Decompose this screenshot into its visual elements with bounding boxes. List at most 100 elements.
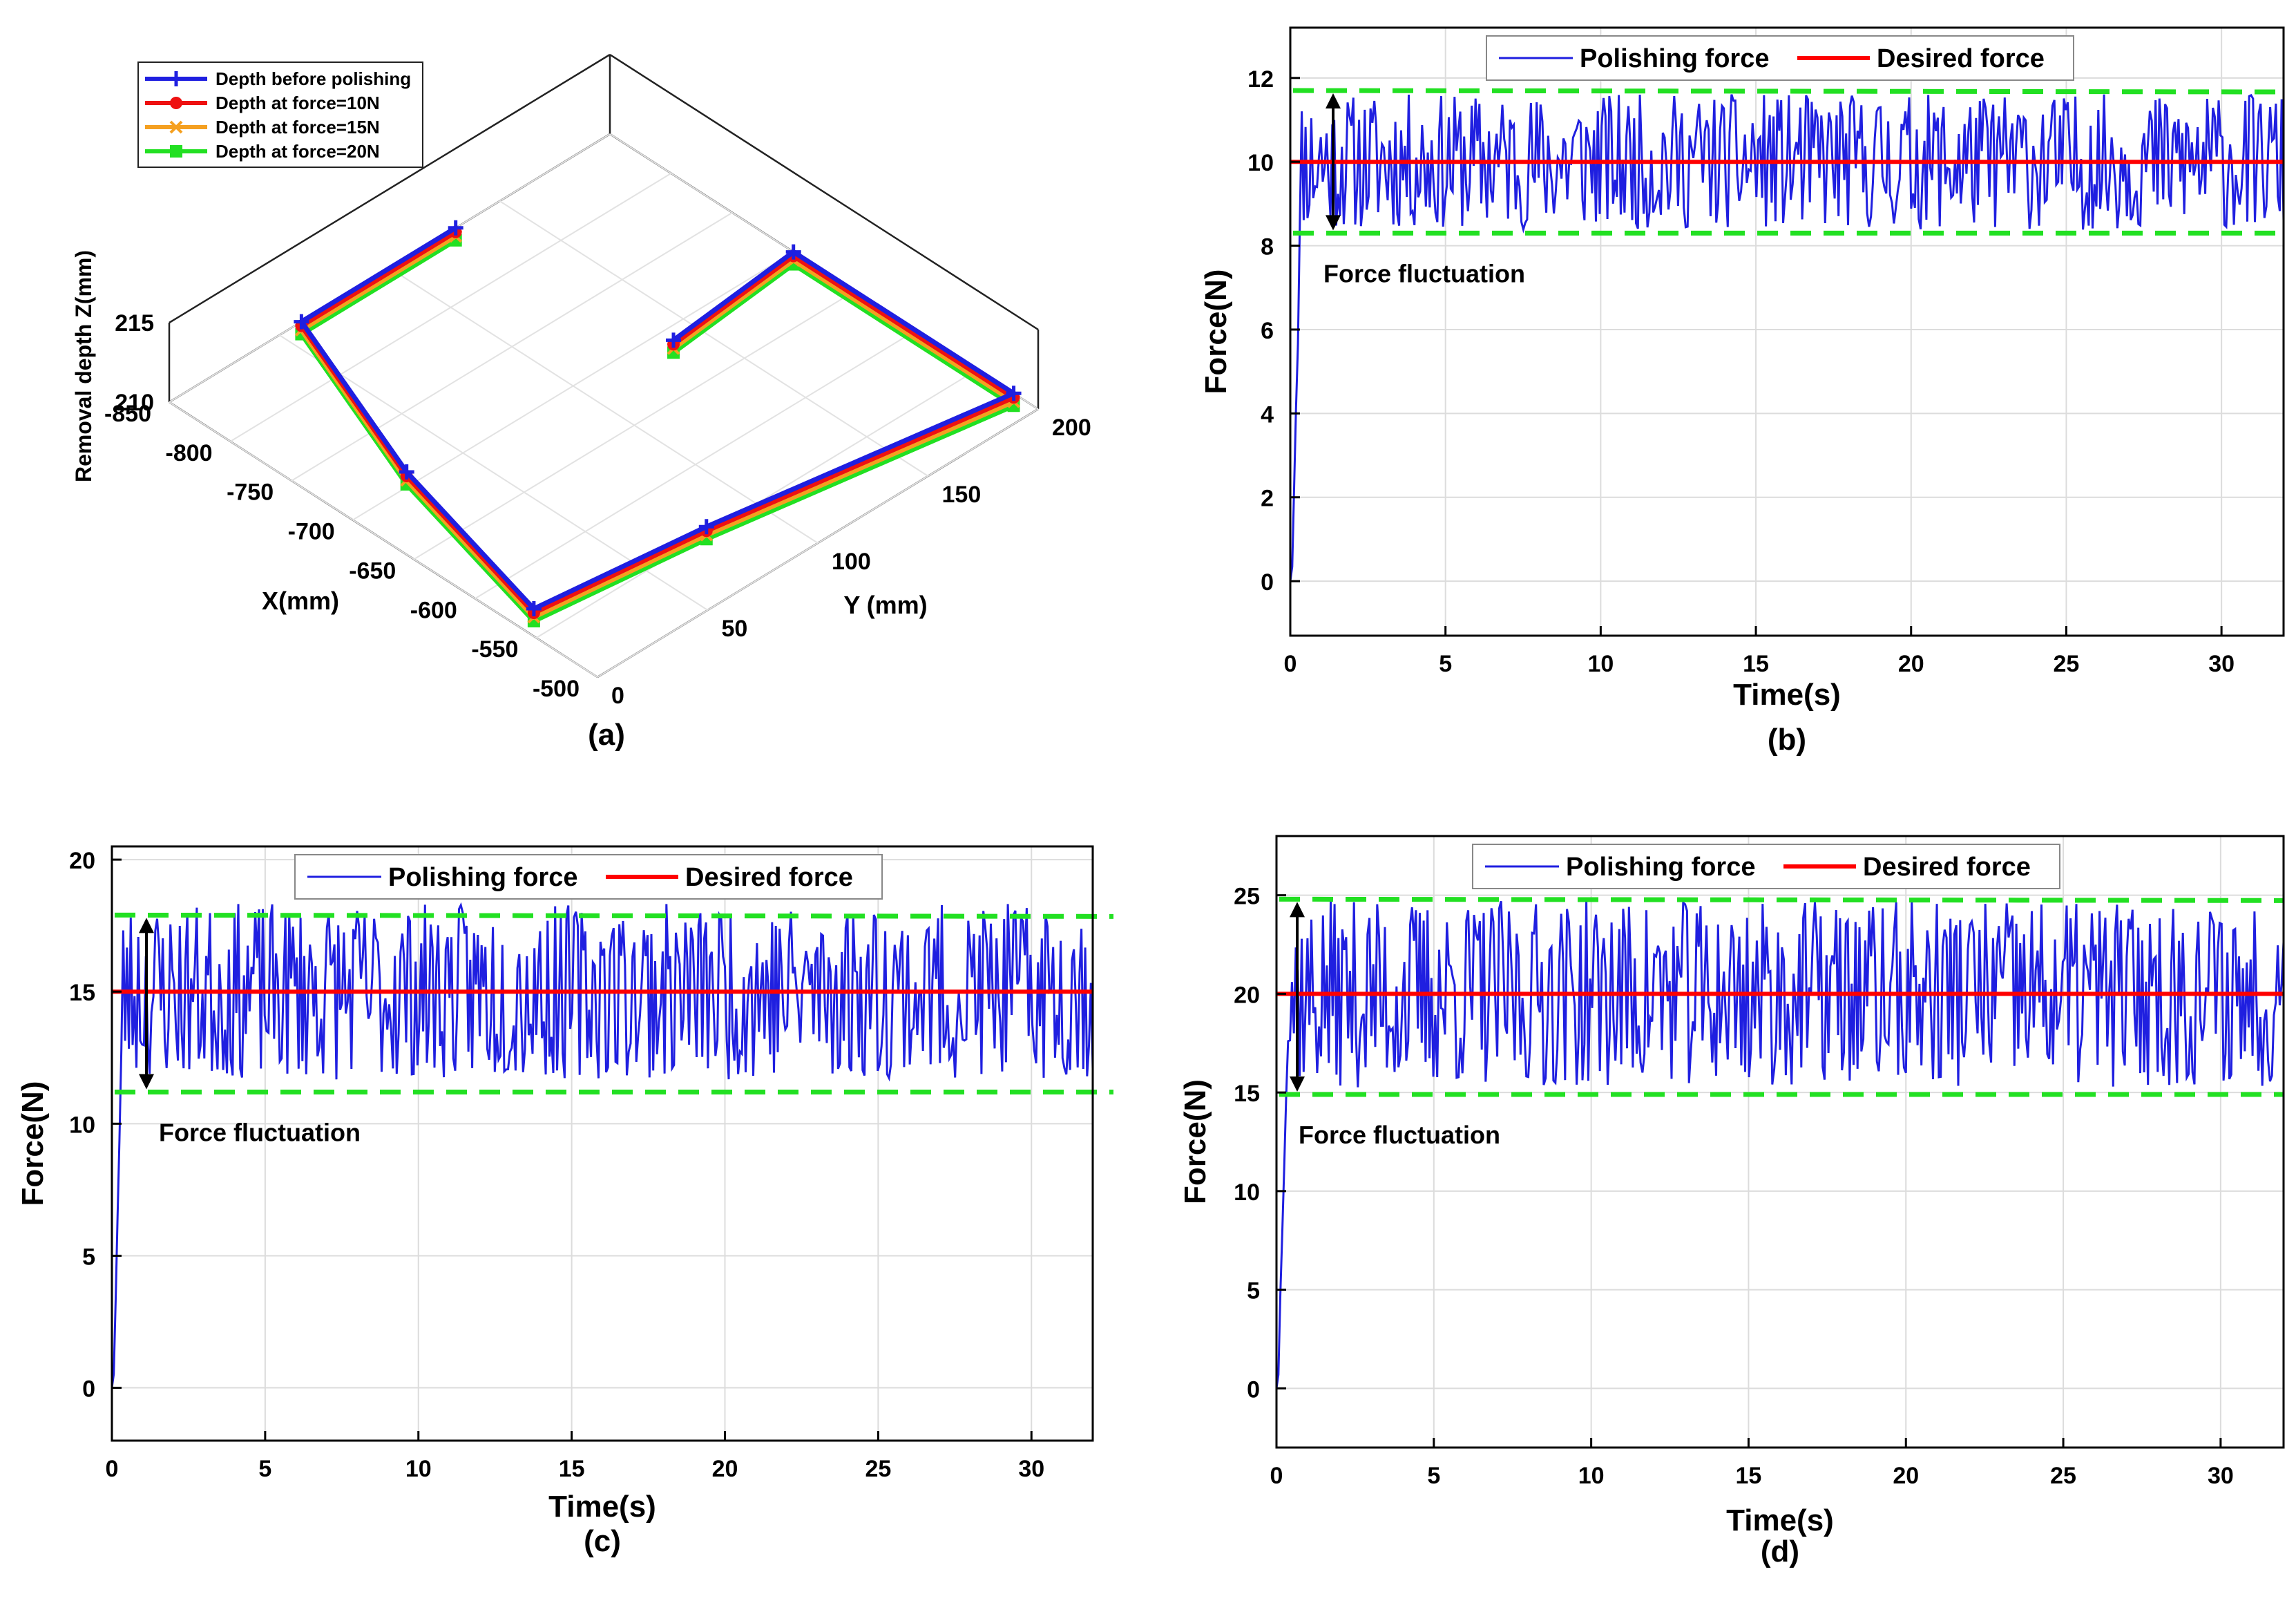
x-tick-label: 10 bbox=[405, 1456, 432, 1482]
x-tick-label: -800 bbox=[166, 440, 213, 466]
panel-caption: (d) bbox=[1761, 1535, 1799, 1568]
x-tick-label: 20 bbox=[1898, 651, 1924, 677]
marker-square bbox=[170, 145, 182, 158]
x-axis-label: Time(s) bbox=[1726, 1504, 1834, 1537]
y-tick-label: 20 bbox=[69, 848, 95, 874]
y-tick-label: 0 bbox=[611, 683, 624, 709]
x-tick-label: -600 bbox=[410, 597, 457, 623]
x-tick-label: 30 bbox=[2208, 651, 2235, 677]
y-tick-label: 2 bbox=[1261, 486, 1274, 512]
marker-x bbox=[169, 120, 183, 134]
legend-label-desired: Desired force bbox=[1877, 44, 2045, 73]
marker-circle bbox=[170, 97, 182, 109]
legend: Depth before polishing Depth at force=10N… bbox=[137, 61, 423, 168]
y-tick-label: 10 bbox=[1247, 150, 1274, 176]
legend-box bbox=[294, 854, 883, 900]
legend-label-desired: Desired force bbox=[1863, 853, 2031, 882]
panel-caption: (c) bbox=[584, 1524, 621, 1558]
z-axis-label: Removal depth Z(mm) bbox=[71, 250, 96, 482]
polishing-force-line bbox=[1289, 93, 2285, 582]
arrow-head-up bbox=[1326, 93, 1341, 109]
floor-grid bbox=[291, 211, 733, 482]
x-tick-label: 10 bbox=[1578, 1463, 1605, 1489]
marker-plus bbox=[448, 220, 463, 236]
x-tick-label: 25 bbox=[2054, 651, 2080, 677]
y-axis-label: Force(N) bbox=[1178, 1079, 1212, 1204]
legend: Polishing force Desired force bbox=[1486, 35, 2074, 81]
series-depth-at-force-20n bbox=[295, 234, 1020, 627]
marker-plus bbox=[1006, 386, 1022, 401]
y-tick-label: 0 bbox=[82, 1376, 95, 1403]
panel-caption: (a) bbox=[588, 718, 625, 752]
marker-plus bbox=[526, 601, 542, 616]
arrow-head-up bbox=[139, 918, 154, 933]
marker-plus bbox=[169, 71, 184, 86]
x-tick-label: 25 bbox=[865, 1456, 891, 1482]
floor-grid bbox=[352, 251, 794, 521]
x-tick-label: 5 bbox=[1427, 1463, 1440, 1489]
panel-d: Force fluctuation 0 5 10 15 20 25 30 0 5 10 15 20 25 T… bbox=[1178, 835, 2285, 1568]
y-tick-label: 0 bbox=[1247, 1376, 1260, 1403]
panel-b: Force fluctuation 0 5 10 15 20 25 30 0 2 4 6 8 10 12 Ti… bbox=[1199, 26, 2285, 757]
series-line bbox=[298, 225, 1020, 612]
legend-label: Depth at force=15N bbox=[216, 117, 380, 137]
floor-grid bbox=[230, 173, 672, 442]
y-tick-label: 0 bbox=[1261, 569, 1274, 596]
x-tick-label: -750 bbox=[227, 480, 274, 506]
x-tick-label: 20 bbox=[1893, 1463, 1919, 1489]
marker-plus bbox=[698, 519, 714, 535]
z-tick-label: 215 bbox=[115, 310, 154, 336]
legend-label: Depth at force=10N bbox=[216, 93, 380, 113]
x-tick-label: 30 bbox=[1018, 1456, 1044, 1482]
y-tick-label: 50 bbox=[722, 616, 748, 642]
z-tick-label: 210 bbox=[115, 390, 154, 416]
x-tick-label: 10 bbox=[1587, 651, 1614, 677]
x-tick-label: 15 bbox=[1736, 1463, 1762, 1489]
x-tick-label: 0 bbox=[106, 1456, 119, 1482]
panel-a: -850 -800 -750 -700 -650 -600 -550 -500 0 50 100 15… bbox=[71, 53, 1091, 752]
x-tick-label: -650 bbox=[349, 558, 396, 584]
series-depth-before-polishing bbox=[294, 220, 1022, 616]
box-edge bbox=[609, 53, 1039, 331]
y-tick-label: 25 bbox=[1234, 884, 1260, 910]
x-tick-label: -500 bbox=[533, 676, 580, 702]
legend-label-polishing: Polishing force bbox=[388, 863, 577, 892]
x-tick-label: 25 bbox=[2050, 1463, 2076, 1489]
floor-grid bbox=[389, 267, 819, 544]
legend-label-desired: Desired force bbox=[685, 863, 853, 892]
y-tick-label: 12 bbox=[1247, 66, 1274, 93]
x-tick-label: 30 bbox=[2208, 1463, 2234, 1489]
series-line bbox=[298, 238, 1020, 625]
y-axis-label: Y (mm) bbox=[843, 591, 927, 619]
x-tick-label: -550 bbox=[471, 636, 518, 663]
x-tick-label: 0 bbox=[1284, 651, 1297, 677]
floor-grid bbox=[169, 401, 598, 678]
x-axis-label: X(mm) bbox=[262, 587, 339, 615]
polishing-force-line bbox=[111, 902, 1094, 1388]
marker-plus bbox=[666, 332, 682, 348]
x-tick-label: 5 bbox=[1439, 651, 1452, 677]
polishing-force-line bbox=[1275, 900, 2285, 1389]
x-tick-label: 0 bbox=[1270, 1463, 1283, 1489]
y-axis-label: Force(N) bbox=[16, 1081, 50, 1206]
arrow-head-up bbox=[1290, 902, 1305, 918]
fluctuation-label: Force fluctuation bbox=[159, 1118, 361, 1146]
arrow-head-down bbox=[139, 1074, 154, 1090]
y-tick-label: 10 bbox=[1234, 1179, 1260, 1206]
arrow-head-down bbox=[1326, 215, 1341, 231]
y-tick-label: 20 bbox=[1234, 982, 1260, 1008]
marker-plus bbox=[785, 244, 801, 260]
legend-label: Depth at force=20N bbox=[216, 141, 380, 162]
y-tick-label: 5 bbox=[82, 1244, 95, 1270]
y-tick-label: 8 bbox=[1261, 234, 1274, 260]
x-tick-label: 15 bbox=[559, 1456, 585, 1482]
x-tick-label: 15 bbox=[1743, 651, 1769, 677]
y-tick-label: 100 bbox=[832, 549, 871, 575]
axes-box bbox=[1289, 26, 2285, 637]
fluctuation-label: Force fluctuation bbox=[1299, 1121, 1500, 1149]
y-tick-label: 10 bbox=[69, 1112, 95, 1138]
legend-label-polishing: Polishing force bbox=[1566, 853, 1755, 882]
y-tick-label: 6 bbox=[1261, 318, 1274, 344]
floor-grid bbox=[499, 200, 929, 477]
box-edge bbox=[169, 53, 611, 324]
